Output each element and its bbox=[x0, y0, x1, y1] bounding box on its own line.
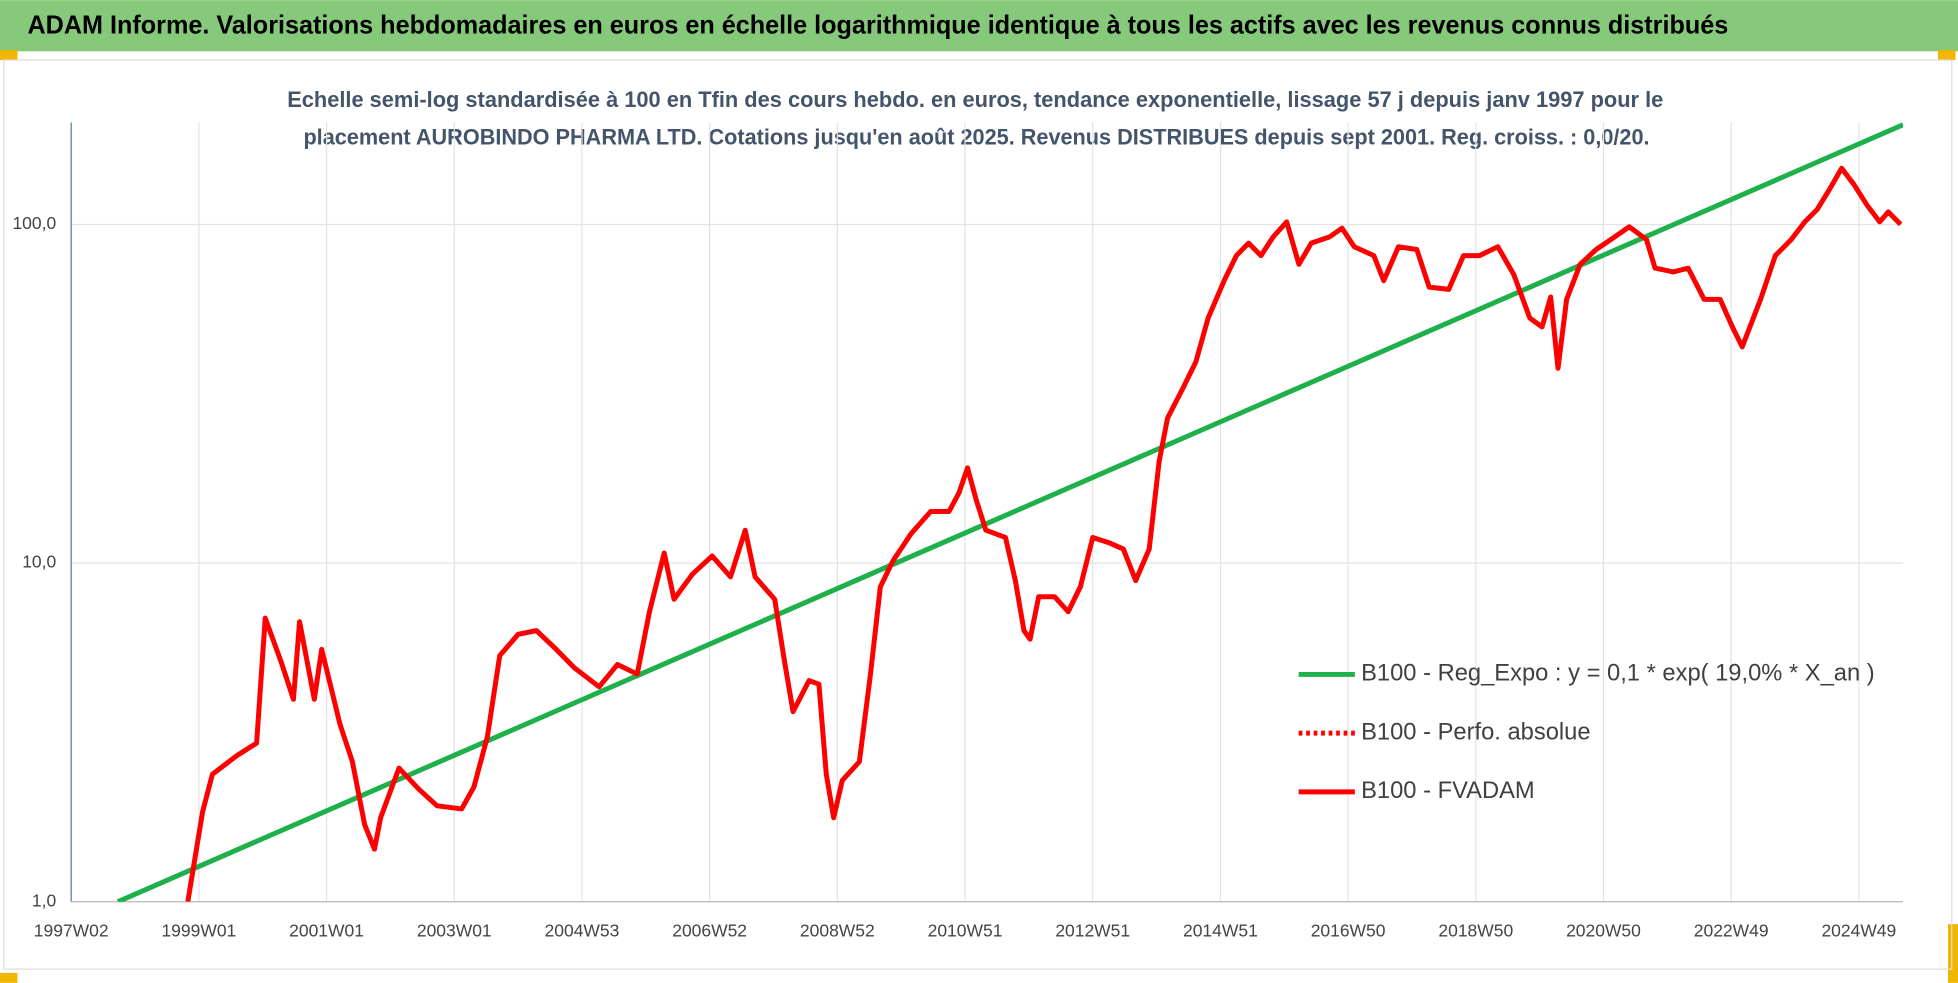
x-tick-label: 2018W50 bbox=[1438, 920, 1513, 940]
plot-lines bbox=[116, 122, 1904, 902]
x-tick-label: 2003W01 bbox=[417, 920, 492, 940]
y-tick-label: 1,0 bbox=[32, 890, 57, 910]
x-tick-label: 1999W01 bbox=[161, 920, 236, 940]
header-bar bbox=[0, 0, 1958, 52]
chart-subtitle: Echelle semi-log standardisée à 100 en T… bbox=[287, 87, 1663, 112]
legend-label: B100 - Reg_Expo : y = 0,1 * exp( 19,0% *… bbox=[1361, 661, 1875, 687]
y-tick-label: 10,0 bbox=[22, 552, 56, 572]
corner-marker bbox=[0, 972, 18, 983]
chart-subtitle: placement AUROBINDO PHARMA LTD. Cotation… bbox=[303, 125, 1649, 150]
corner-marker bbox=[1938, 50, 1956, 61]
x-tick-label: 2014W51 bbox=[1183, 920, 1258, 940]
x-tick-label: 2020W50 bbox=[1566, 920, 1641, 940]
x-tick-label: 2024W49 bbox=[1821, 920, 1896, 940]
series-line bbox=[116, 122, 1904, 902]
legend-label: B100 - FVADAM bbox=[1361, 778, 1535, 804]
x-tick-label: 2010W51 bbox=[928, 920, 1003, 940]
x-tick-label: 1997W02 bbox=[34, 920, 109, 940]
legend: B100 - Reg_Expo : y = 0,1 * exp( 19,0% *… bbox=[1298, 661, 1875, 804]
x-tick-label: 2001W01 bbox=[289, 920, 364, 940]
x-tick-label: 2016W50 bbox=[1311, 920, 1386, 940]
header-title: ADAM Informe. Valorisations hebdomadaire… bbox=[27, 9, 1728, 39]
corner-marker bbox=[0, 50, 18, 61]
x-tick-label: 2022W49 bbox=[1694, 920, 1769, 940]
x-tick-label: 2006W52 bbox=[672, 920, 747, 940]
x-tick-label: 2004W53 bbox=[545, 920, 620, 940]
x-tick-label: 2008W52 bbox=[800, 920, 875, 940]
legend-label: B100 - Perfo. absolue bbox=[1361, 719, 1590, 745]
y-tick-label: 100,0 bbox=[12, 213, 56, 233]
x-tick-label: 2012W51 bbox=[1055, 920, 1130, 940]
grid: 1997W02 1999W01 2001W01 2003W01 2004W53 2006W… bbox=[12, 122, 1904, 940]
series-line bbox=[185, 165, 1903, 902]
corner-marker bbox=[1948, 924, 1958, 983]
chart-frame bbox=[3, 59, 1953, 970]
